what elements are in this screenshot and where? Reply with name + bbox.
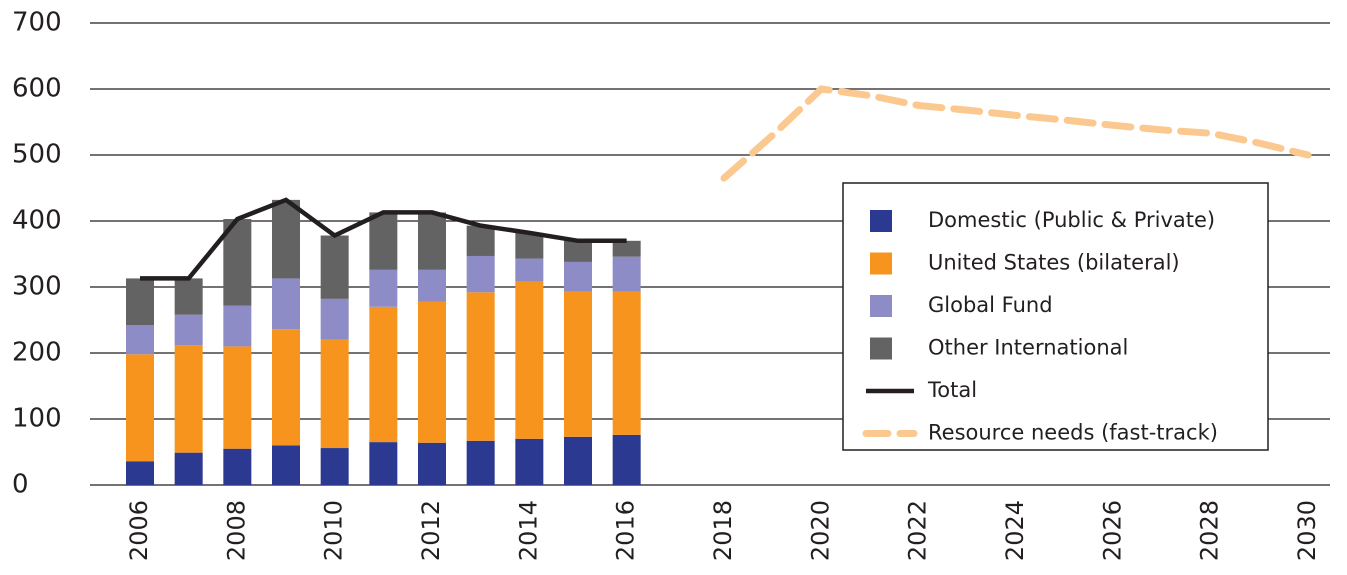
dashed-line [720, 85, 1312, 182]
bar-segment [612, 256, 641, 292]
y-tick-label: 400 [12, 206, 62, 236]
line [140, 197, 627, 281]
x-tick-label: 2024 [1001, 500, 1029, 561]
bar-segment [466, 440, 495, 485]
bar-segment [612, 434, 641, 485]
x-tick-label: 2020 [806, 500, 834, 561]
bar-segment [564, 436, 592, 485]
x-tick-label: 2014 [514, 500, 542, 561]
bar-segment [272, 445, 300, 485]
bar-segment [320, 448, 349, 485]
legend-swatch [870, 210, 892, 232]
bar-segment [126, 354, 154, 462]
y-tick-label: 0 [12, 470, 29, 500]
bar-segment [564, 240, 592, 262]
x-tick-label: 2028 [1196, 500, 1224, 561]
bar-segment [320, 339, 349, 449]
x-tick-label: 2022 [904, 500, 932, 561]
bar-segment [369, 306, 398, 443]
bar-segment [515, 258, 544, 282]
bar-segment [272, 278, 300, 330]
bar-segment [223, 448, 252, 485]
bar-segment [126, 461, 154, 485]
bar-segment [126, 325, 154, 355]
bar-segment [320, 298, 349, 340]
bar-segment [515, 281, 544, 439]
legend-box [842, 182, 1269, 451]
legend-label: Global Fund [928, 293, 1053, 317]
x-tick-label: 2010 [320, 500, 348, 561]
y-tick-label: 500 [12, 140, 62, 170]
y-tick-label: 600 [12, 74, 62, 104]
x-tick-label: 2016 [612, 500, 640, 561]
bar-segment [466, 225, 495, 256]
bar-segment [612, 291, 641, 435]
bar-segment [174, 314, 203, 346]
bar-segment [515, 232, 544, 259]
x-tick-label: 2026 [1098, 500, 1126, 561]
legend-label: United States (bilateral) [928, 251, 1180, 275]
legend-label: Resource needs (fast-track) [928, 421, 1218, 445]
x-tick-label: 2030 [1293, 500, 1321, 561]
y-tick-label: 300 [12, 272, 62, 302]
x-tick-label: 2008 [222, 500, 250, 561]
legend: Domestic (Public & Private) United States… [842, 182, 1269, 451]
legend-swatch [870, 252, 892, 275]
y-tick-label: 700 [12, 8, 62, 38]
bar-segment [466, 292, 495, 441]
bar-segment [515, 438, 544, 485]
bar-segment [174, 452, 203, 485]
y-tick-label: 200 [12, 338, 62, 368]
x-tick-label: 2012 [417, 500, 445, 561]
x-tick-label: 2018 [709, 500, 737, 561]
bar-segment [223, 346, 252, 449]
bar-segment [320, 235, 349, 299]
bar-segment [272, 199, 300, 279]
legend-label: Other International [928, 336, 1128, 360]
bar-segment [564, 291, 592, 437]
bar-segment [466, 255, 495, 293]
y-tick-label: 100 [12, 404, 62, 434]
legend-label: Domestic (Public & Private) [928, 208, 1215, 232]
legend-label: Total [927, 378, 977, 402]
bar-segment [418, 301, 446, 443]
bar-segment [564, 261, 592, 292]
bar-segment [612, 240, 641, 257]
bar-segment [174, 345, 203, 453]
bar-segment [369, 212, 398, 270]
bar-segment [174, 278, 203, 315]
legend-swatch [870, 337, 892, 360]
bar-segment [223, 305, 252, 347]
bar-segment [369, 269, 398, 307]
bar-segment [418, 442, 446, 485]
bar-segment [418, 212, 446, 270]
x-tick-label: 2006 [125, 500, 153, 561]
bar-segment [272, 329, 300, 446]
bar-segment [369, 442, 398, 485]
bar-segment [126, 278, 154, 326]
legend-swatch [870, 295, 892, 317]
bar-segment [418, 269, 446, 302]
